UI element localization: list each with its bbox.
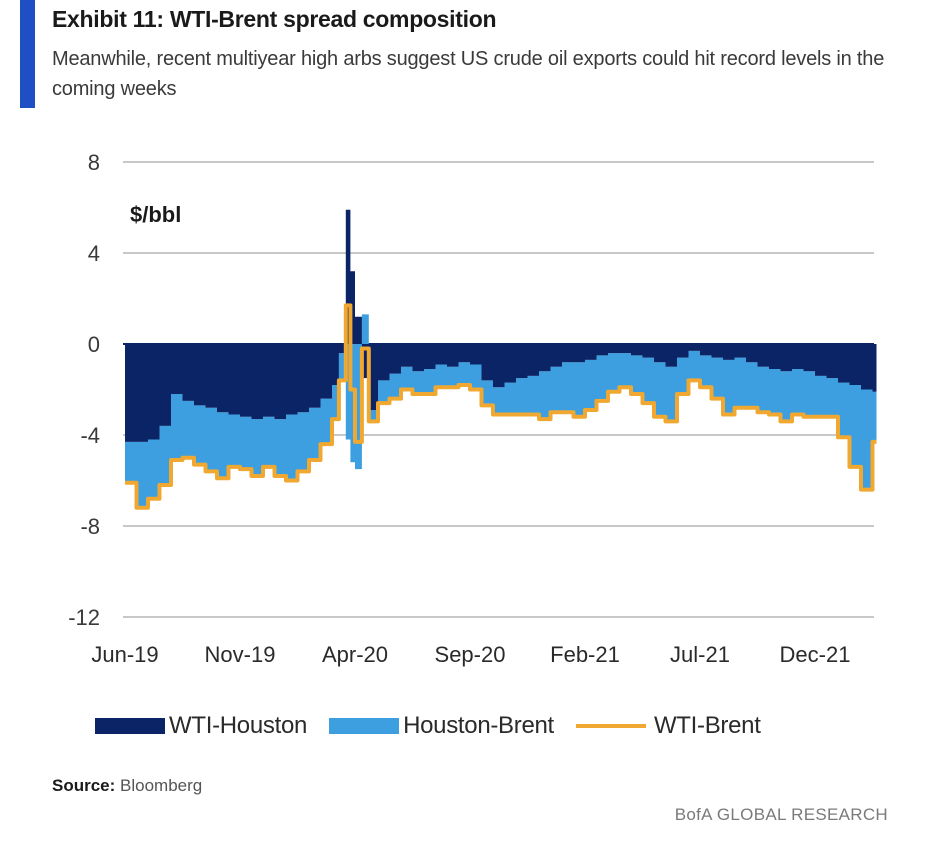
y-tick-label: 0: [88, 332, 100, 357]
y-axis-ticks: 8 4 0 -4 -8 -12: [68, 150, 100, 630]
legend-swatch-houston-brent: [329, 718, 400, 734]
y-tick-label: 4: [88, 241, 100, 266]
legend-item-wti-houston: WTI-Houston: [95, 712, 307, 740]
line-wti-brent: [125, 303, 877, 510]
x-tick-label: Jun-19: [91, 642, 158, 667]
area-wti-houston: [125, 209, 877, 442]
legend: WTI-Houston Houston-Brent WTI-Brent: [95, 712, 783, 740]
brand-label: BofA GLOBAL RESEARCH: [674, 805, 888, 824]
legend-label: WTI-Brent: [653, 712, 761, 739]
legend-item-houston-brent: Houston-Brent: [329, 712, 554, 740]
x-tick-label: Dec-21: [780, 642, 851, 667]
chart-subtitle: Meanwhile, recent multiyear high arbs su…: [52, 48, 885, 100]
x-tick-label: Apr-20: [322, 642, 388, 667]
x-tick-label: Jul-21: [670, 642, 730, 667]
series-line: [125, 303, 877, 510]
y-axis-unit-label: $/bbl: [130, 202, 181, 227]
source-value: Bloomberg: [120, 776, 203, 795]
y-tick-label: -4: [80, 423, 100, 448]
x-tick-label: Sep-20: [435, 642, 506, 667]
source-label: Source:: [52, 776, 116, 795]
legend-label: Houston-Brent: [403, 712, 554, 739]
chart-area: 8 4 0 -4 -8 -12 Jun-19 Nov-19 Apr-20 Sep-20 Feb-2…: [68, 150, 877, 667]
legend-swatch-wti-brent: [575, 724, 646, 728]
chart-title: Exhibit 11: WTI-Brent spread composition: [52, 6, 497, 32]
legend-item-wti-brent: WTI-Brent: [575, 712, 761, 740]
legend-label: WTI-Houston: [169, 712, 308, 739]
x-axis-ticks: Jun-19 Nov-19 Apr-20 Sep-20 Feb-21 Jul-21 Dec-…: [91, 642, 850, 667]
source-note: Source: Bloomberg: [52, 776, 202, 796]
series-areas: [125, 209, 877, 508]
y-tick-label: -12: [68, 605, 100, 630]
y-tick-label: -8: [80, 514, 100, 539]
legend-swatch-wti-houston: [95, 718, 165, 734]
y-tick-label: 8: [88, 150, 100, 175]
x-tick-label: Feb-21: [550, 642, 620, 667]
x-tick-label: Nov-19: [205, 642, 276, 667]
accent-bar: [20, 0, 35, 108]
